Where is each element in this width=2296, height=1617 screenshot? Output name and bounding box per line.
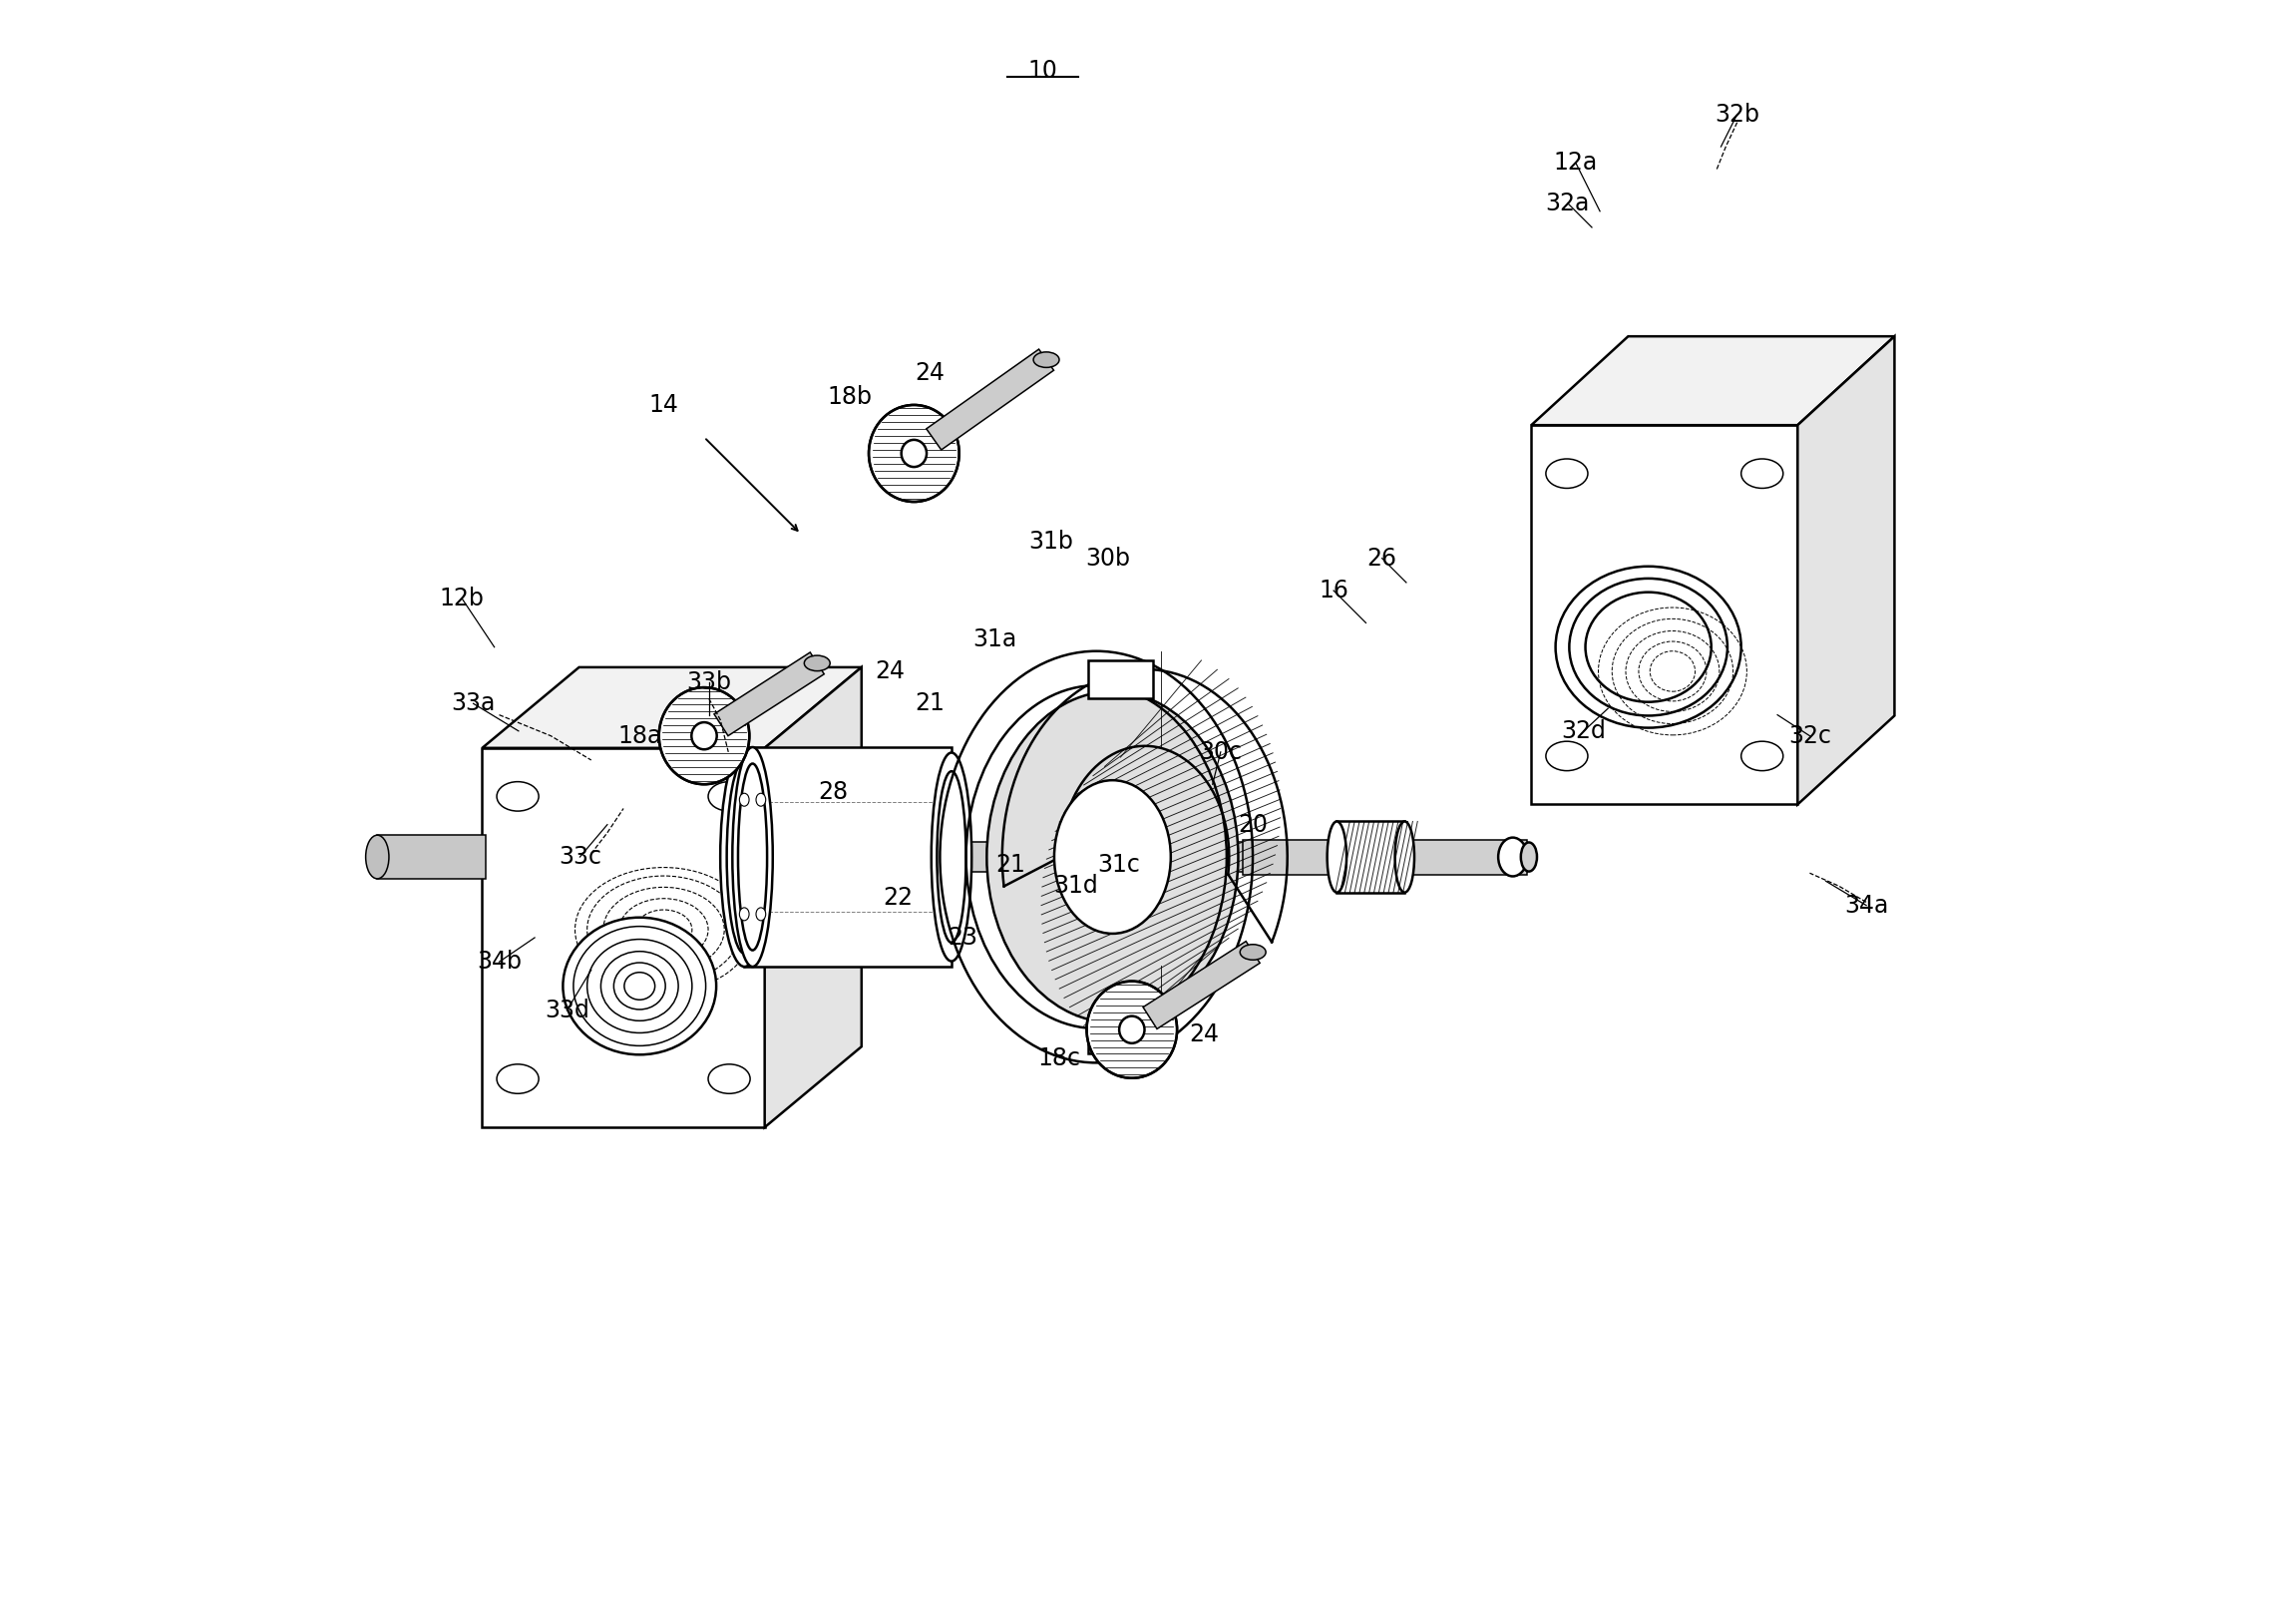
Text: 32a: 32a	[1545, 191, 1589, 215]
Ellipse shape	[496, 1064, 540, 1093]
Ellipse shape	[1587, 592, 1711, 702]
Ellipse shape	[1499, 838, 1527, 876]
Polygon shape	[1798, 336, 1894, 805]
Ellipse shape	[496, 781, 540, 812]
Ellipse shape	[902, 440, 928, 467]
Ellipse shape	[1054, 781, 1171, 933]
Polygon shape	[765, 842, 1527, 872]
Ellipse shape	[1118, 1015, 1143, 1043]
Ellipse shape	[1545, 741, 1589, 771]
Ellipse shape	[987, 692, 1238, 1022]
Text: 31b: 31b	[1029, 530, 1075, 555]
Ellipse shape	[937, 771, 967, 943]
Ellipse shape	[1520, 842, 1536, 872]
Ellipse shape	[365, 834, 388, 878]
Text: 24: 24	[1189, 1022, 1219, 1046]
Ellipse shape	[728, 760, 762, 954]
Ellipse shape	[739, 794, 748, 807]
Polygon shape	[1088, 660, 1153, 699]
Ellipse shape	[755, 794, 765, 807]
Text: 24: 24	[916, 361, 946, 385]
Text: 33d: 33d	[544, 998, 590, 1022]
Text: 32d: 32d	[1561, 720, 1607, 742]
Text: 30b: 30b	[1086, 547, 1130, 571]
Polygon shape	[377, 834, 484, 878]
Ellipse shape	[1240, 944, 1265, 960]
Text: 34b: 34b	[478, 949, 521, 973]
Text: 18b: 18b	[827, 385, 872, 409]
Text: 24: 24	[875, 660, 905, 684]
Text: 34a: 34a	[1844, 893, 1887, 917]
Text: 10: 10	[1029, 58, 1058, 82]
Polygon shape	[765, 668, 861, 1127]
Ellipse shape	[732, 747, 774, 967]
Text: 20: 20	[1238, 813, 1267, 836]
Ellipse shape	[707, 1064, 751, 1093]
Ellipse shape	[691, 723, 716, 749]
Ellipse shape	[868, 404, 960, 501]
Text: 31c: 31c	[1097, 854, 1141, 876]
Ellipse shape	[1086, 982, 1178, 1079]
Ellipse shape	[1545, 459, 1589, 488]
Text: 28: 28	[817, 781, 847, 804]
Polygon shape	[1336, 821, 1405, 893]
Polygon shape	[1531, 336, 1894, 425]
Polygon shape	[714, 652, 824, 736]
Text: 33a: 33a	[452, 692, 496, 716]
Polygon shape	[1531, 425, 1798, 805]
Ellipse shape	[707, 781, 751, 812]
Ellipse shape	[737, 763, 767, 951]
Text: 21: 21	[916, 692, 946, 716]
Text: 32b: 32b	[1715, 102, 1759, 126]
Ellipse shape	[739, 907, 748, 920]
Text: 26: 26	[1366, 547, 1396, 571]
Ellipse shape	[563, 917, 716, 1054]
Text: 12b: 12b	[439, 587, 484, 611]
Polygon shape	[1088, 1015, 1153, 1054]
Ellipse shape	[721, 747, 769, 967]
Ellipse shape	[932, 752, 971, 960]
Polygon shape	[744, 747, 951, 967]
Ellipse shape	[1554, 566, 1740, 728]
Ellipse shape	[1740, 741, 1784, 771]
Text: 31d: 31d	[1054, 875, 1097, 897]
Ellipse shape	[1568, 579, 1727, 716]
Text: 14: 14	[650, 393, 680, 417]
Text: 23: 23	[948, 925, 978, 949]
Ellipse shape	[755, 907, 765, 920]
Text: 33b: 33b	[687, 671, 732, 695]
Text: 32c: 32c	[1789, 724, 1832, 747]
Text: 31a: 31a	[974, 627, 1017, 652]
Polygon shape	[482, 749, 765, 1127]
Text: 22: 22	[884, 886, 914, 909]
Ellipse shape	[1396, 821, 1414, 893]
Text: 33c: 33c	[558, 846, 602, 868]
Text: 18a: 18a	[618, 724, 661, 747]
Ellipse shape	[804, 655, 831, 671]
Ellipse shape	[1033, 353, 1058, 367]
Text: 12a: 12a	[1554, 150, 1598, 175]
Text: 30c: 30c	[1199, 741, 1242, 763]
Text: 21: 21	[996, 854, 1026, 876]
Ellipse shape	[659, 687, 748, 784]
Text: 16: 16	[1318, 579, 1348, 603]
Polygon shape	[1242, 839, 1527, 875]
Ellipse shape	[1327, 821, 1345, 893]
Polygon shape	[1143, 941, 1261, 1028]
Polygon shape	[925, 349, 1054, 450]
Ellipse shape	[1740, 459, 1784, 488]
Text: 18c: 18c	[1038, 1046, 1081, 1070]
Polygon shape	[482, 668, 861, 749]
